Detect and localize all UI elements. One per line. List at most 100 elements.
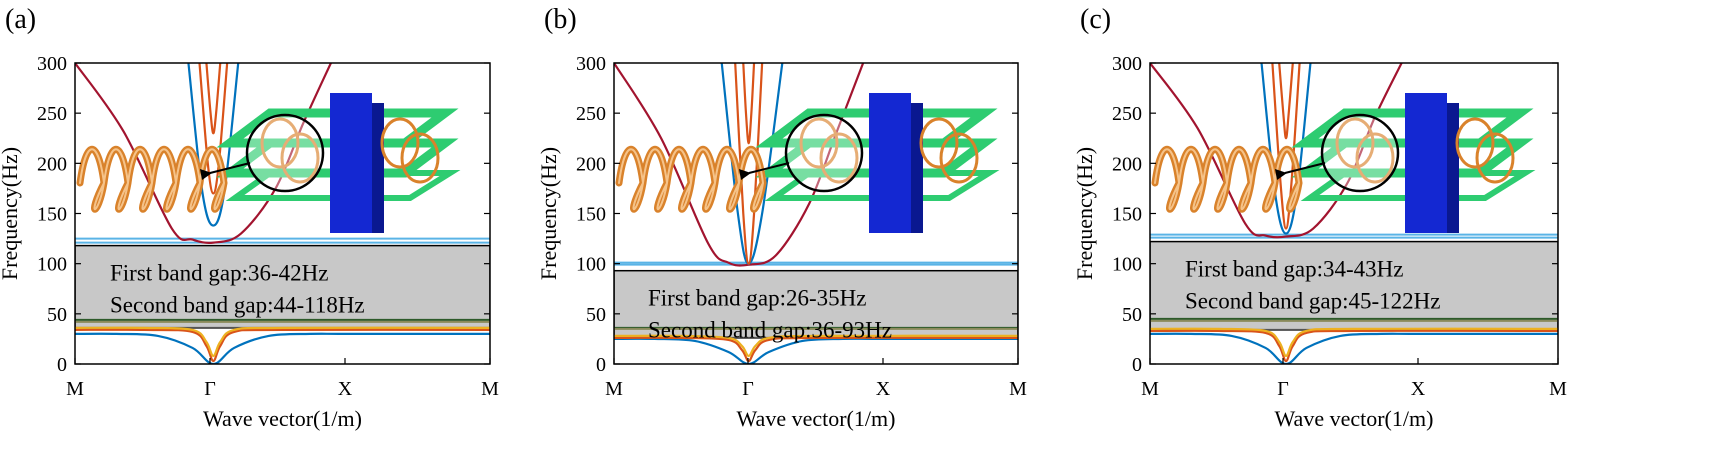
- band-gap-label: Second band gap:36-93Hz: [648, 318, 892, 343]
- x-tick-label: M: [605, 378, 623, 400]
- y-tick-label: 300: [1112, 53, 1142, 75]
- spring-highlight: [79, 148, 226, 211]
- x-tick-label: M: [481, 378, 499, 400]
- y-tick-label: 200: [37, 153, 67, 175]
- dispersion-curve: [1271, 63, 1301, 230]
- coil-loop: [819, 132, 859, 184]
- blue-mass-side: [372, 103, 384, 233]
- coil-loop: [919, 117, 959, 169]
- y-axis-label: Frequency(Hz): [0, 147, 22, 280]
- dispersion-curve: [1278, 63, 1294, 140]
- dispersion-curve: [75, 326, 490, 358]
- dispersion-curve: [614, 334, 1018, 358]
- x-axis-label: Wave vector(1/m): [203, 406, 362, 431]
- dispersion-curve: [205, 63, 222, 135]
- y-tick-label: 0: [57, 354, 67, 376]
- y-tick-label: 100: [1112, 254, 1142, 276]
- x-axis-label: Wave vector(1/m): [737, 406, 896, 431]
- x-tick-label: M: [1141, 378, 1159, 400]
- helical-spring: [76, 146, 228, 213]
- coil-loop: [400, 132, 440, 184]
- y-axis-label: Frequency(Hz): [536, 147, 561, 280]
- x-tick-label: Γ: [1277, 378, 1289, 400]
- y-tick-label: 250: [576, 103, 606, 125]
- panel-label: (c): [1080, 4, 1111, 35]
- y-tick-label: 200: [576, 153, 606, 175]
- band-gap-shaded-region: [614, 269, 1018, 339]
- unit-cell-inset-illustration: [615, 93, 1000, 233]
- pointer-arrow-head: [200, 169, 212, 180]
- y-tick-label: 100: [37, 254, 67, 276]
- y-tick-label: 250: [37, 103, 67, 125]
- coil-loop: [380, 117, 420, 169]
- x-tick-label: Γ: [742, 378, 754, 400]
- chart-panel-c: First band gap:34-43Hz Second band gap:45…: [1072, 4, 1567, 431]
- coil-springs: [799, 117, 979, 184]
- blue-mass-side: [911, 103, 923, 233]
- pointer-arrow-head: [1275, 169, 1287, 180]
- y-tick-label: 300: [576, 53, 606, 75]
- y-tick-label: 50: [47, 304, 67, 326]
- coil-loop: [1355, 132, 1395, 184]
- blue-mass-block: [330, 93, 372, 233]
- dispersion-curve: [614, 63, 865, 267]
- pointer-arrow-head: [739, 169, 751, 180]
- y-axis-label: Frequency(Hz): [1072, 147, 1097, 280]
- band-gap-label: First band gap:36-42Hz: [110, 261, 328, 286]
- helical-spring: [615, 146, 767, 213]
- dispersion-curve: [1150, 329, 1558, 363]
- pointer-arrow-line: [1284, 162, 1326, 174]
- band-gap-label: Second band gap:44-118Hz: [110, 293, 365, 318]
- magnifier-circle: [784, 113, 864, 193]
- chart-panel-b: First band gap:26-35Hz Second band gap:36…: [536, 4, 1027, 431]
- band-gap-shaded-region: [1150, 240, 1558, 331]
- dispersion-curve: [75, 328, 490, 363]
- helical-spring: [1151, 146, 1303, 213]
- plot-area: [614, 63, 1018, 364]
- dispersion-curve: [1150, 327, 1558, 358]
- coil-loop: [1475, 132, 1515, 184]
- x-tick-label: X: [1411, 378, 1426, 400]
- dispersion-curve: [742, 63, 756, 145]
- y-tick-label: 150: [1112, 204, 1142, 226]
- spring-highlight: [1154, 148, 1301, 211]
- y-tick-label: 300: [37, 53, 67, 75]
- panel-label: (b): [544, 4, 577, 35]
- pointer-arrow-line: [209, 162, 251, 174]
- chart-panel-a: First band gap:36-42Hz Second band gap:44…: [0, 4, 499, 431]
- blue-mass-side: [1447, 103, 1459, 233]
- coil-loop: [939, 132, 979, 184]
- coil-loop: [1335, 117, 1375, 169]
- y-tick-label: 50: [1122, 304, 1142, 326]
- pointer-arrow-line: [748, 162, 790, 174]
- band-gap-shaded-region: [75, 244, 490, 329]
- band-gap-label: Second band gap:45-122Hz: [1185, 289, 1441, 314]
- y-tick-label: 250: [1112, 103, 1142, 125]
- coil-springs: [260, 117, 440, 184]
- x-tick-label: Γ: [204, 378, 216, 400]
- panel-label: (a): [5, 4, 36, 35]
- coil-springs: [1335, 117, 1515, 184]
- plot-area: [75, 63, 490, 364]
- y-tick-label: 150: [576, 204, 606, 226]
- y-tick-label: 50: [586, 304, 606, 326]
- y-tick-label: 0: [1132, 354, 1142, 376]
- x-tick-label: X: [876, 378, 891, 400]
- dispersion-curve: [75, 332, 490, 364]
- y-tick-label: 100: [576, 254, 606, 276]
- coil-loop: [280, 132, 320, 184]
- y-tick-label: 150: [37, 204, 67, 226]
- blue-mass-block: [1405, 93, 1447, 233]
- x-tick-label: X: [338, 378, 353, 400]
- y-tick-label: 200: [1112, 153, 1142, 175]
- x-tick-label: M: [1549, 378, 1567, 400]
- x-tick-label: M: [1009, 378, 1027, 400]
- unit-cell-inset-illustration: [76, 93, 461, 233]
- magnifier-circle: [1320, 113, 1400, 193]
- x-tick-label: M: [66, 378, 84, 400]
- y-tick-label: 0: [596, 354, 606, 376]
- x-axis-label: Wave vector(1/m): [1275, 406, 1434, 431]
- dispersion-curve: [614, 336, 1018, 363]
- dispersion-curve: [1150, 332, 1558, 364]
